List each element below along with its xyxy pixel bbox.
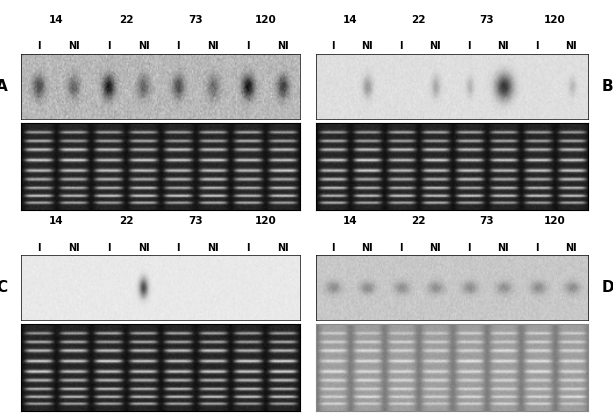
Text: I: I	[399, 243, 403, 253]
Text: 14: 14	[343, 216, 357, 226]
Text: C: C	[0, 280, 7, 295]
Text: I: I	[37, 243, 40, 253]
Text: NI: NI	[207, 243, 219, 253]
Text: I: I	[246, 243, 250, 253]
Text: I: I	[107, 243, 110, 253]
Text: 22: 22	[411, 15, 425, 25]
Text: I: I	[177, 243, 180, 253]
Text: NI: NI	[138, 243, 150, 253]
Text: 73: 73	[188, 15, 203, 25]
Text: I: I	[467, 243, 471, 253]
Text: 73: 73	[188, 216, 203, 226]
Text: NI: NI	[138, 42, 150, 51]
Text: B: B	[602, 79, 613, 94]
Text: NI: NI	[429, 243, 441, 253]
Text: A: A	[0, 79, 7, 94]
Text: NI: NI	[277, 42, 289, 51]
Text: NI: NI	[361, 42, 373, 51]
Text: 22: 22	[119, 216, 133, 226]
Text: 14: 14	[343, 15, 357, 25]
Text: NI: NI	[207, 42, 219, 51]
Text: NI: NI	[277, 243, 289, 253]
Text: I: I	[177, 42, 180, 51]
Text: 120: 120	[254, 15, 276, 25]
Text: I: I	[536, 243, 539, 253]
Text: 120: 120	[544, 15, 565, 25]
Text: NI: NI	[566, 42, 577, 51]
Text: D: D	[602, 280, 613, 295]
Text: NI: NI	[566, 243, 577, 253]
Text: I: I	[536, 42, 539, 51]
Text: 22: 22	[119, 15, 133, 25]
Text: NI: NI	[429, 42, 441, 51]
Text: I: I	[331, 243, 335, 253]
Text: I: I	[107, 42, 110, 51]
Text: 22: 22	[411, 216, 425, 226]
Text: NI: NI	[361, 243, 373, 253]
Text: 14: 14	[49, 15, 64, 25]
Text: I: I	[399, 42, 403, 51]
Text: NI: NI	[497, 243, 509, 253]
Text: I: I	[37, 42, 40, 51]
Text: NI: NI	[68, 42, 80, 51]
Text: NI: NI	[497, 42, 509, 51]
Text: NI: NI	[68, 243, 80, 253]
Text: I: I	[467, 42, 471, 51]
Text: I: I	[246, 42, 250, 51]
Text: 73: 73	[479, 15, 493, 25]
Text: I: I	[331, 42, 335, 51]
Text: 73: 73	[479, 216, 493, 226]
Text: 120: 120	[254, 216, 276, 226]
Text: 120: 120	[544, 216, 565, 226]
Text: 14: 14	[49, 216, 64, 226]
